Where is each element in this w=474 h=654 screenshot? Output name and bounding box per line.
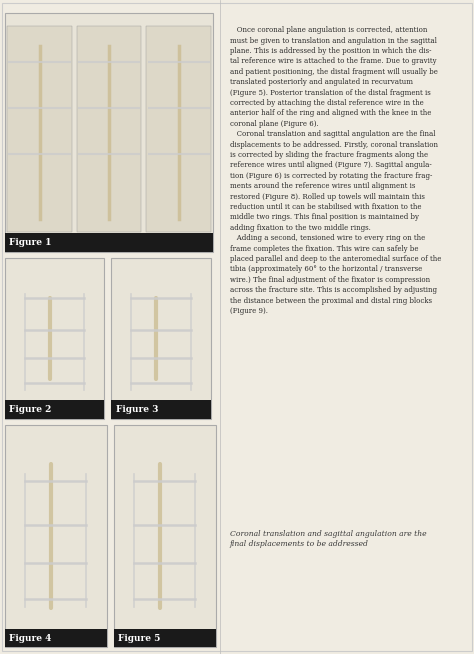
Bar	[114, 629, 216, 647]
Bar	[5, 400, 104, 419]
Bar	[5, 258, 104, 419]
Text: Coronal translation and sagittal angulation are the
final displacements to be ad: Coronal translation and sagittal angulat…	[230, 530, 427, 548]
Text: Figure 5: Figure 5	[118, 634, 161, 643]
Text: Figure 4: Figure 4	[9, 634, 52, 643]
Bar	[5, 233, 213, 252]
Text: Figure 1: Figure 1	[9, 238, 52, 247]
Bar	[77, 26, 141, 232]
Bar	[5, 425, 107, 647]
Bar	[111, 400, 211, 419]
Bar	[114, 425, 216, 647]
Bar	[7, 26, 72, 232]
Text: Once coronal plane angulation is corrected, attention
must be given to translati: Once coronal plane angulation is correct…	[230, 26, 441, 315]
Text: Figure 2: Figure 2	[9, 405, 52, 414]
Bar	[146, 26, 211, 232]
Bar	[111, 258, 211, 419]
Bar	[5, 13, 213, 252]
Bar	[5, 629, 107, 647]
Text: Figure 3: Figure 3	[116, 405, 159, 414]
